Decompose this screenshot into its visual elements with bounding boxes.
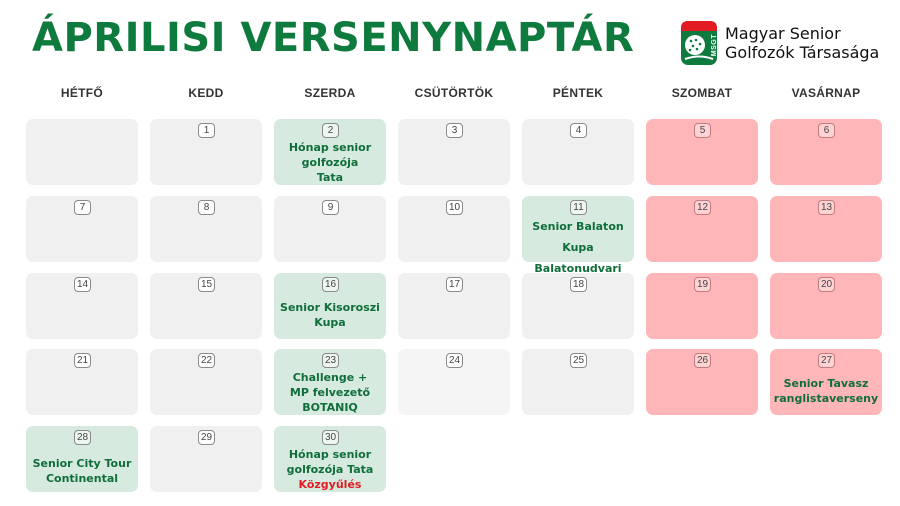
day-header: SZOMBAT xyxy=(671,86,733,100)
calendar-day-2: 2 Hónap senior golfozója Tata xyxy=(274,119,386,185)
calendar-day-10: 10 xyxy=(398,196,510,262)
calendar-day-26: 26 xyxy=(646,349,758,415)
calendar-day-20: 20 xyxy=(770,273,882,339)
day-number-badge: 2 xyxy=(322,123,339,138)
calendar-day-9: 9 xyxy=(274,196,386,262)
event-line: Senior Kisoroszi xyxy=(280,301,380,314)
day-number-badge: 9 xyxy=(322,200,339,215)
day-number-badge: 8 xyxy=(198,200,215,215)
day-header: KEDD xyxy=(188,86,224,100)
calendar-day-22: 22 xyxy=(150,349,262,415)
day-number-badge: 14 xyxy=(74,277,91,292)
event-title: Challenge + MP felvezető BOTANIQ xyxy=(276,370,384,415)
calendar-day-5: 5 xyxy=(646,119,758,185)
day-number-badge: 23 xyxy=(322,353,339,368)
event-line: golfozója xyxy=(301,156,359,169)
event-line: Challenge + xyxy=(292,371,368,384)
day-number-badge: 21 xyxy=(74,353,91,368)
calendar-day-empty xyxy=(26,119,138,185)
calendar-day-19: 19 xyxy=(646,273,758,339)
day-number-badge: 26 xyxy=(694,353,711,368)
day-number-badge: 7 xyxy=(74,200,91,215)
day-number-badge: 1 xyxy=(198,123,215,138)
calendar-day-8: 8 xyxy=(150,196,262,262)
event-title: Hónap senior golfozója Tata Közgyűlés xyxy=(276,447,384,492)
day-number-badge: 17 xyxy=(446,277,463,292)
event-title: Senior City Tour Continental xyxy=(28,456,136,486)
golf-ball-logo-icon: MSGT xyxy=(681,21,718,65)
day-number-badge: 10 xyxy=(446,200,463,215)
calendar-day-28: 28 Senior City Tour Continental xyxy=(26,426,138,492)
calendar-day-15: 15 xyxy=(150,273,262,339)
day-number-badge: 27 xyxy=(818,353,835,368)
day-number-badge: 16 xyxy=(322,277,339,292)
day-number-badge: 24 xyxy=(446,353,463,368)
day-header: HÉTFŐ xyxy=(60,86,104,100)
calendar-day-13: 13 xyxy=(770,196,882,262)
calendar-day-6: 6 xyxy=(770,119,882,185)
day-number-badge: 6 xyxy=(818,123,835,138)
event-line: MP felvezető xyxy=(289,386,371,399)
page-title: ÁPRILISI VERSENYNAPTÁR xyxy=(32,15,635,61)
day-header: VASÁRNAP xyxy=(791,86,861,100)
day-number-badge: 20 xyxy=(818,277,835,292)
calendar-day-30: 30 Hónap senior golfozója Tata Közgyűlés xyxy=(274,426,386,492)
event-line: Tata xyxy=(316,171,344,184)
event-line: ranglistaverseny xyxy=(773,392,879,405)
event-line: BOTANIQ xyxy=(302,401,358,414)
day-number-badge: 22 xyxy=(198,353,215,368)
msgt-logo: MSGT Magyar Senior Golfozók Társasága xyxy=(681,20,881,66)
event-line: Senior Tavasz xyxy=(783,377,869,390)
calendar-day-23: 23 Challenge + MP felvezető BOTANIQ xyxy=(274,349,386,415)
day-number-badge: 30 xyxy=(322,430,339,445)
calendar-day-4: 4 xyxy=(522,119,634,185)
day-number-badge: 13 xyxy=(818,200,835,215)
event-line: Senior Balaton Kupa xyxy=(532,220,624,254)
logo-line-1: Magyar Senior xyxy=(725,24,841,43)
event-line: Balatonudvari xyxy=(534,262,622,275)
calendar-day-14: 14 xyxy=(26,273,138,339)
day-number-badge: 25 xyxy=(570,353,587,368)
calendar-day-11: 11 Senior Balaton Kupa Balatonudvari xyxy=(522,196,634,275)
calendar-day-3: 3 xyxy=(398,119,510,185)
day-number-badge: 18 xyxy=(570,277,587,292)
calendar-day-16: 16 Senior Kisoroszi Kupa xyxy=(274,273,386,339)
calendar-day-29: 29 xyxy=(150,426,262,492)
event-title: Senior Tavasz ranglistaverseny xyxy=(772,376,880,406)
event-highlight: Közgyűlés xyxy=(298,478,362,491)
calendar-day-24: 24 xyxy=(398,349,510,415)
logo-line-2: Golfozók Társasága xyxy=(725,43,880,62)
day-header: CSÜTÖRTÖK xyxy=(414,86,494,100)
day-header: PÉNTEK xyxy=(552,86,604,100)
event-line: Senior City Tour xyxy=(32,457,132,470)
day-number-badge: 5 xyxy=(694,123,711,138)
calendar-day-18: 18 xyxy=(522,273,634,339)
event-title: Senior Balaton Kupa Balatonudvari xyxy=(524,216,632,279)
calendar-day-27: 27 Senior Tavasz ranglistaverseny xyxy=(770,349,882,415)
event-line: Hónap senior xyxy=(288,448,372,461)
day-number-badge: 12 xyxy=(694,200,711,215)
event-line: Continental xyxy=(45,472,119,485)
logo-badge-text: MSGT xyxy=(711,34,718,57)
event-line: Kupa xyxy=(314,316,346,329)
day-header: SZERDA xyxy=(304,86,356,100)
day-number-badge: 3 xyxy=(446,123,463,138)
day-number-badge: 11 xyxy=(570,200,587,215)
day-number-badge: 15 xyxy=(198,277,215,292)
day-number-badge: 4 xyxy=(570,123,587,138)
event-title: Hónap senior golfozója Tata xyxy=(276,140,384,185)
calendar-day-7: 7 xyxy=(26,196,138,262)
calendar-day-1: 1 xyxy=(150,119,262,185)
calendar-day-25: 25 xyxy=(522,349,634,415)
day-number-badge: 29 xyxy=(198,430,215,445)
calendar-day-21: 21 xyxy=(26,349,138,415)
day-number-badge: 28 xyxy=(74,430,91,445)
day-number-badge: 19 xyxy=(694,277,711,292)
event-line: golfozója Tata xyxy=(286,463,374,476)
event-line: Hónap senior xyxy=(288,141,372,154)
calendar-day-17: 17 xyxy=(398,273,510,339)
event-title: Senior Kisoroszi Kupa xyxy=(276,300,384,330)
calendar-day-12: 12 xyxy=(646,196,758,262)
